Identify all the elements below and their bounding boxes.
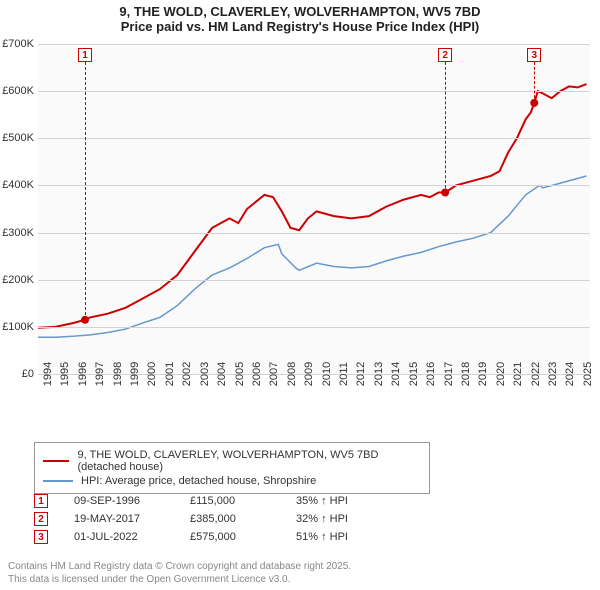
plot-region: £0£100K£200K£300K£400K£500K£600K£700K199… bbox=[38, 44, 590, 374]
legend-label: 9, THE WOLD, CLAVERLEY, WOLVERHAMPTON, W… bbox=[77, 449, 421, 473]
marker-table: 1 09-SEP-1996 £115,000 35% ↑ HPI 2 19-MA… bbox=[34, 490, 386, 548]
table-row: 1 09-SEP-1996 £115,000 35% ↑ HPI bbox=[34, 494, 386, 508]
y-tick-label: £300K bbox=[0, 227, 34, 239]
marker-pct: 51% ↑ HPI bbox=[296, 531, 386, 543]
y-tick-label: £200K bbox=[0, 274, 34, 286]
marker-date: 09-SEP-1996 bbox=[74, 495, 164, 507]
chart-area: £0£100K£200K£300K£400K£500K£600K£700K199… bbox=[0, 44, 600, 404]
table-row: 2 19-MAY-2017 £385,000 32% ↑ HPI bbox=[34, 512, 386, 526]
legend-swatch bbox=[43, 480, 73, 482]
marker-badge: 2 bbox=[34, 512, 48, 526]
gridline bbox=[38, 327, 590, 328]
gridline bbox=[38, 280, 590, 281]
footer-line-2: This data is licensed under the Open Gov… bbox=[8, 573, 592, 586]
title-line-2: Price paid vs. HM Land Registry's House … bbox=[0, 19, 600, 34]
footer: Contains HM Land Registry data © Crown c… bbox=[8, 560, 592, 586]
chart-title: 9, THE WOLD, CLAVERLEY, WOLVERHAMPTON, W… bbox=[0, 0, 600, 36]
legend: 9, THE WOLD, CLAVERLEY, WOLVERHAMPTON, W… bbox=[34, 442, 430, 494]
gridline bbox=[38, 138, 590, 139]
marker-date: 01-JUL-2022 bbox=[74, 531, 164, 543]
gridline bbox=[38, 91, 590, 92]
marker-callout: 3 bbox=[527, 48, 541, 62]
y-tick-label: £400K bbox=[0, 179, 34, 191]
series-price_paid bbox=[38, 84, 587, 328]
title-line-1: 9, THE WOLD, CLAVERLEY, WOLVERHAMPTON, W… bbox=[0, 4, 600, 19]
gridline bbox=[38, 233, 590, 234]
x-tick-label: 2025 bbox=[582, 362, 600, 386]
y-tick-label: £100K bbox=[0, 321, 34, 333]
marker-badge: 3 bbox=[34, 530, 48, 544]
marker-price: £575,000 bbox=[190, 531, 270, 543]
y-tick-label: £0 bbox=[0, 368, 34, 380]
gridline bbox=[38, 185, 590, 186]
marker-price: £385,000 bbox=[190, 513, 270, 525]
legend-row: HPI: Average price, detached house, Shro… bbox=[43, 475, 421, 487]
footer-line-1: Contains HM Land Registry data © Crown c… bbox=[8, 560, 592, 573]
marker-badge: 1 bbox=[34, 494, 48, 508]
series-hpi bbox=[38, 176, 587, 337]
y-tick-label: £500K bbox=[0, 132, 34, 144]
marker-line bbox=[85, 62, 86, 320]
marker-pct: 32% ↑ HPI bbox=[296, 513, 386, 525]
marker-callout: 1 bbox=[78, 48, 92, 62]
legend-row: 9, THE WOLD, CLAVERLEY, WOLVERHAMPTON, W… bbox=[43, 449, 421, 473]
marker-callout: 2 bbox=[438, 48, 452, 62]
marker-pct: 35% ↑ HPI bbox=[296, 495, 386, 507]
marker-price: £115,000 bbox=[190, 495, 270, 507]
legend-swatch bbox=[43, 460, 69, 462]
marker-line bbox=[534, 62, 535, 103]
marker-line bbox=[445, 62, 446, 193]
table-row: 3 01-JUL-2022 £575,000 51% ↑ HPI bbox=[34, 530, 386, 544]
gridline bbox=[38, 44, 590, 45]
marker-date: 19-MAY-2017 bbox=[74, 513, 164, 525]
y-tick-label: £600K bbox=[0, 85, 34, 97]
legend-label: HPI: Average price, detached house, Shro… bbox=[81, 475, 316, 487]
line-layer bbox=[38, 44, 590, 374]
y-tick-label: £700K bbox=[0, 38, 34, 50]
